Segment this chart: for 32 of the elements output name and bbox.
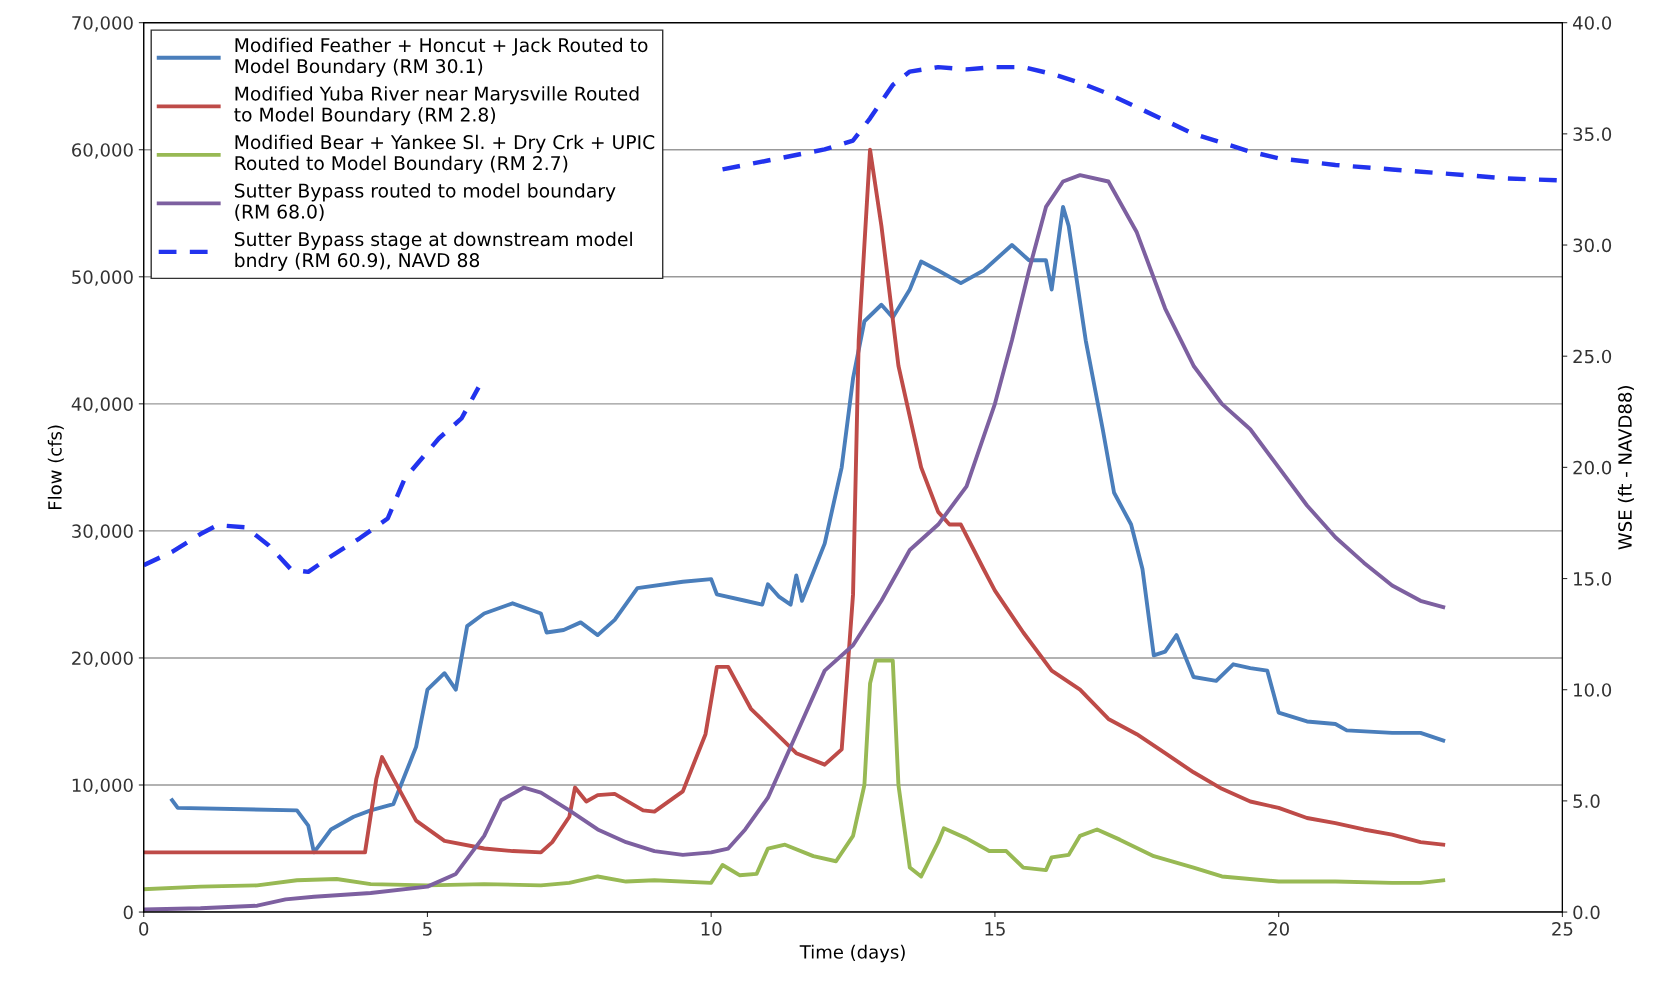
y-tick-label: 50,000 bbox=[72, 270, 133, 286]
x-tick-label: 5 bbox=[423, 922, 432, 936]
y2-tick-label: 5.0 bbox=[1573, 794, 1600, 808]
y-axis-title: Flow (cfs) bbox=[47, 425, 64, 509]
y2-tick-label: 15.0 bbox=[1574, 571, 1612, 586]
legend-label: Modified Yuba River near Marysville Routed to Model Boundary (RM 2.8) bbox=[234, 86, 639, 126]
x-tick-label: 10 bbox=[701, 922, 722, 936]
line-series bbox=[143, 658, 1446, 892]
legend-label: Sutter Bypass routed to model boundary (RM 68.0) bbox=[234, 183, 616, 221]
y2-tick-label: 20.0 bbox=[1573, 460, 1612, 475]
legend-label: Sutter Bypass stage at downstream model bndry (RM 60.9), NAVD 88 bbox=[234, 231, 632, 271]
x-tick-label: 20 bbox=[1268, 922, 1289, 936]
y2-tick-label: 10.0 bbox=[1574, 683, 1612, 697]
y2-tick-label: 30.0 bbox=[1573, 238, 1612, 253]
y-tick-label: 0 bbox=[123, 905, 133, 920]
y2-tick-label: 0.0 bbox=[1573, 905, 1600, 920]
y-tick-label: 40,000 bbox=[71, 397, 133, 413]
y-tick-label: 20,000 bbox=[72, 651, 133, 667]
x-tick-label: 25 bbox=[1552, 922, 1573, 936]
x-tick-label: 0 bbox=[139, 922, 149, 936]
y-tick-label: 60,000 bbox=[72, 143, 133, 159]
y-tick-label: 30,000 bbox=[72, 524, 133, 540]
x-tick-label: 15 bbox=[985, 922, 1005, 936]
y2-tick-label: 40.0 bbox=[1572, 16, 1612, 30]
x-axis-title: Time (days) bbox=[799, 944, 905, 963]
y2-tick-label: 25.0 bbox=[1573, 349, 1612, 364]
y-tick-label: 10,000 bbox=[72, 778, 133, 794]
legend-label: Modified Bear + Yankee Sl. + Dry Crk + UPIC Routed to Model Boundary (RM 2.7) bbox=[235, 134, 655, 174]
legend-label: Modified Feather + Honcut + Jack Routed to Model Boundary (RM 30.1) bbox=[235, 37, 648, 77]
y-tick-label: 70,000 bbox=[72, 16, 133, 32]
y2-axis-title: WSE (ft - NAVD88) bbox=[1617, 386, 1634, 550]
y2-tick-label: 35.0 bbox=[1573, 127, 1612, 141]
